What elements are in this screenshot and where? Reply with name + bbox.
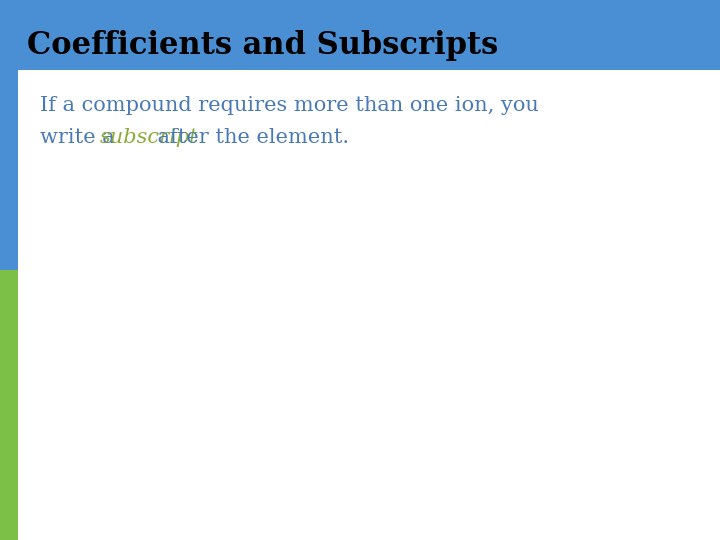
Text: If a compound requires more than one ion, you: If a compound requires more than one ion…: [40, 96, 539, 115]
Text: Coefficients: Coefficients: [105, 277, 232, 296]
Text: F: F: [190, 192, 224, 240]
Text: subscript: subscript: [99, 128, 198, 147]
Text: 2+: 2+: [110, 359, 149, 385]
Text: +: +: [145, 192, 186, 240]
Text: 2: 2: [548, 220, 566, 246]
Text: write a: write a: [40, 128, 121, 147]
Text: the species by that number.: the species by that number.: [130, 307, 424, 326]
Text: -: -: [275, 359, 286, 385]
Text: 2: 2: [208, 350, 248, 407]
Text: 2+: 2+: [100, 201, 134, 221]
Text: 1-: 1-: [325, 201, 350, 221]
Text: F: F: [297, 192, 331, 240]
Text: +: +: [158, 350, 207, 407]
Text: Coefficients and Subscripts: Coefficients and Subscripts: [27, 30, 499, 62]
Text: 2: 2: [530, 384, 551, 413]
Text: →: →: [312, 350, 361, 407]
Text: MgF: MgF: [420, 192, 540, 240]
Text: indicate that you must multiply: indicate that you must multiply: [200, 277, 539, 296]
Text: Mg: Mg: [35, 192, 121, 240]
Text: 1-: 1-: [218, 201, 243, 221]
Text: Mg: Mg: [28, 350, 128, 407]
Text: F: F: [245, 350, 285, 407]
Text: +: +: [252, 192, 294, 240]
Text: MgF: MgF: [375, 350, 515, 407]
Text: →: →: [366, 192, 408, 240]
Text: after the element.: after the element.: [151, 128, 349, 147]
